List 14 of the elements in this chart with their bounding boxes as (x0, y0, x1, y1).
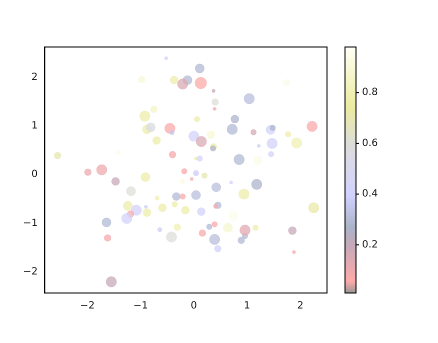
x-tick-label: −2 (80, 300, 95, 312)
color-bar-label: 0.4 (362, 188, 378, 200)
y-tick-label: −1 (22, 218, 38, 229)
color-bar-label: 0.6 (362, 138, 378, 149)
x-tick-label: 2 (297, 300, 304, 312)
color-bar-label: 0.8 (362, 87, 378, 98)
color-bar-label: 0.2 (362, 239, 378, 250)
x-tick-label: 1 (244, 300, 250, 312)
x-tick-label: 0 (190, 300, 198, 312)
y-tick-label: 2 (31, 72, 38, 83)
x-tick-label: −1 (133, 300, 148, 312)
y-tick-label: 0 (31, 169, 38, 180)
y-tick-label: 1 (31, 120, 38, 132)
y-tick-label: −2 (22, 266, 38, 278)
